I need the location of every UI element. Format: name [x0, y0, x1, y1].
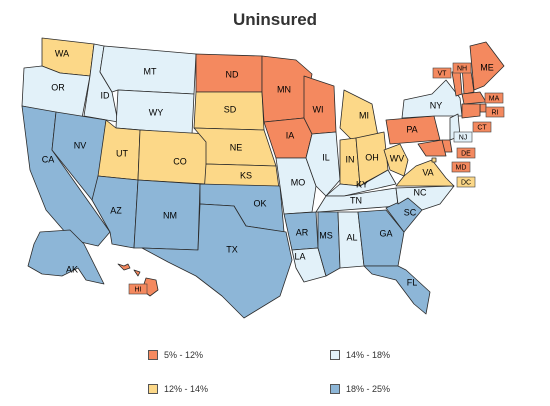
state-label-id: ID: [101, 90, 111, 100]
state-label-md: MD: [456, 164, 467, 171]
legend-item: 18% - 25%: [330, 384, 390, 394]
state-label-ak: AK: [66, 264, 78, 274]
state-label-in: IN: [346, 154, 355, 164]
callout-box-de: [456, 147, 476, 159]
state-label-il: IL: [322, 152, 330, 162]
legend-swatch: [148, 350, 158, 360]
state-ma: [461, 91, 487, 105]
state-fl: [363, 265, 431, 315]
state-label-tn: TN: [350, 195, 362, 205]
callout-box-ri: [485, 106, 505, 118]
state-label-ny: NY: [430, 100, 443, 110]
legend-label: 12% - 14%: [164, 384, 209, 394]
state-label-or: OR: [51, 82, 65, 92]
state-label-wa: WA: [55, 48, 69, 58]
callout-box-dc: [456, 176, 476, 188]
legend-item: 5% - 12%: [148, 350, 203, 360]
state-label-pa: PA: [406, 124, 417, 134]
callout-box-nh: [452, 62, 472, 74]
state-label-ok: OK: [253, 198, 266, 208]
legend-swatch: [330, 384, 340, 394]
state-label-oh: OH: [365, 152, 379, 162]
state-dc: [431, 157, 437, 163]
state-label-ky: KY: [356, 179, 368, 189]
legend-label: 5% - 12%: [164, 350, 204, 360]
state-label-vt: VT: [438, 70, 448, 77]
state-label-ct: CT: [477, 124, 487, 131]
state-ak: [27, 229, 105, 285]
state-ga: [357, 209, 405, 267]
legend-swatch: [330, 350, 340, 360]
state-nc: [395, 185, 455, 211]
state-label-va: VA: [422, 167, 433, 177]
state-label-nj: NJ: [459, 134, 468, 141]
state-label-nm: NM: [163, 210, 177, 220]
state-label-co: CO: [173, 156, 187, 166]
state-label-nh: NH: [457, 65, 467, 72]
map-title: Uninsured: [232, 10, 318, 29]
state-label-fl: FL: [407, 277, 418, 287]
state-label-ca: CA: [42, 154, 55, 164]
state-label-tx: TX: [226, 244, 238, 254]
state-label-ma: MA: [489, 95, 500, 102]
state-label-mt: MT: [144, 66, 157, 76]
state-label-wy: WY: [149, 107, 164, 117]
state-md: [417, 139, 447, 157]
state-label-mn: MN: [277, 84, 291, 94]
state-label-de: DE: [461, 150, 471, 157]
state-label-wi: WI: [313, 104, 324, 114]
state-label-ut: UT: [116, 148, 128, 158]
state-label-sc: SC: [404, 207, 417, 217]
state-label-ia: IA: [286, 130, 295, 140]
state-label-az: AZ: [110, 205, 122, 215]
state-label-la: LA: [294, 251, 305, 261]
legend-swatch: [148, 384, 158, 394]
state-label-ms: MS: [319, 230, 333, 240]
state-label-wv: WV: [390, 153, 405, 163]
state-me: [469, 41, 505, 91]
legend-item: 14% - 18%: [330, 350, 390, 360]
state-label-al: AL: [346, 232, 357, 242]
state-label-sd: SD: [224, 104, 237, 114]
state-ny: [401, 79, 463, 119]
state-label-hi: HI: [135, 286, 142, 293]
callout-box-md: [451, 161, 471, 173]
state-tx: [141, 203, 293, 319]
callout-box-ma: [484, 92, 504, 104]
state-la: [291, 247, 327, 283]
state-label-me: ME: [480, 62, 494, 72]
legend-item: 12% - 14%: [148, 384, 208, 394]
state-ri: [479, 103, 487, 113]
state-label-ne: NE: [230, 142, 243, 152]
state-label-nv: NV: [74, 140, 87, 150]
legend-label: 18% - 25%: [346, 384, 391, 394]
state-label-mo: MO: [291, 177, 306, 187]
state-ms: [317, 211, 341, 277]
state-label-dc: DC: [461, 179, 471, 186]
state-label-nd: ND: [226, 69, 239, 79]
state-wv: [383, 143, 409, 177]
legend-label: 14% - 18%: [346, 350, 391, 360]
state-label-ga: GA: [379, 228, 392, 238]
callout-box-hi: [128, 283, 148, 295]
state-label-ar: AR: [296, 227, 309, 237]
state-label-nc: NC: [414, 187, 427, 197]
state-label-mi: MI: [359, 110, 369, 120]
callout-box-nj: [453, 131, 473, 143]
callout-box-vt: [432, 67, 452, 79]
state-label-ks: KS: [240, 170, 252, 180]
callout-box-ct: [472, 121, 492, 133]
state-ct: [461, 103, 481, 119]
state-label-ri: RI: [492, 109, 499, 116]
